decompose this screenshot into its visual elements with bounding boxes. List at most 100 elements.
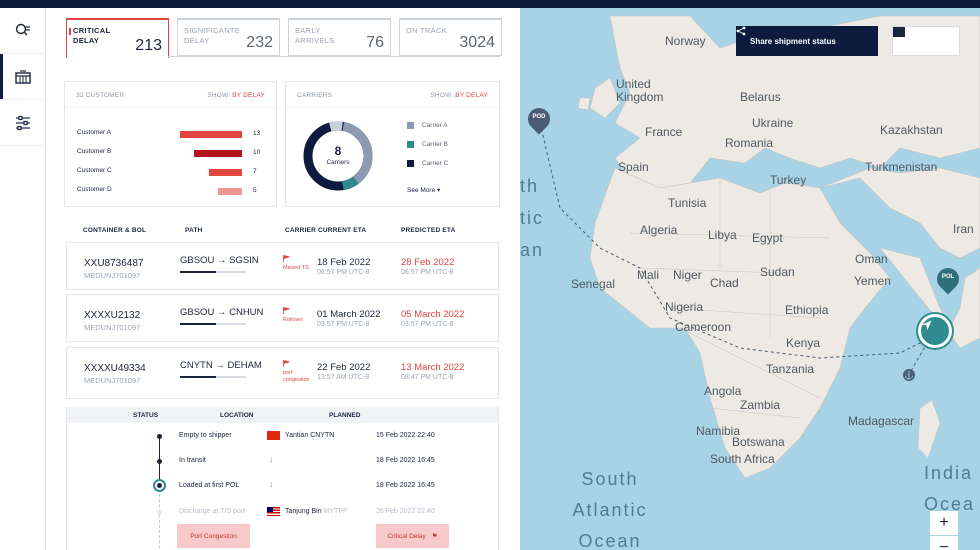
card-label: Early arrivels [295,26,335,45]
share-label: Share shipment status [750,36,836,46]
donut-label: Carriers [326,159,350,166]
summary-cards: Critical delay 213 Significante delay 23… [66,18,502,58]
carriers-box: CARRIERS SHOW: BY DELAY 8 Carriers See M… [285,81,500,207]
delay-reason: port congestion [283,370,310,383]
sort-label: SHOW: [207,92,231,99]
timeline-dot [157,510,162,515]
path-from: GBSOU [180,255,215,266]
legend-swatch [407,141,414,148]
customer-bar[interactable] [218,188,242,195]
see-more-link[interactable]: See More ▾ [407,187,441,194]
nav-search-list[interactable] [0,8,45,54]
step-status: In transit [179,457,206,464]
customer-bar[interactable] [180,131,242,138]
timeline-dot [157,434,162,439]
share-icon [736,26,746,36]
map-label-country: South Africa [710,452,775,466]
zoom-out-button[interactable]: − [930,536,958,550]
map-label-country: Angola [704,384,742,398]
tag-label: Port Congestion [190,532,237,540]
carriers-donut[interactable] [300,118,376,194]
customers-box: 32 CUSTOMER SHOW: BY DELAY Customer A 13 C… [64,81,277,207]
delay-reason: Missed TS [283,265,309,271]
eta-date: 22 Feb 2022 [317,362,371,373]
step-status: Discharge at T/S port [179,508,246,515]
carrier-legend-item: Carrier B [407,141,448,148]
customer-bar[interactable] [194,150,242,157]
card-value: 3024 [459,34,495,51]
container-id: XXU8736487 [84,258,144,269]
table-row[interactable]: XXXXU49334 MEDUNJ701097 CNYTN → DEHAM port … [66,347,499,399]
detail-col-planned: PLANNED [329,412,361,419]
step-location: Tanjung Bin MYTPP [285,508,348,515]
sort-label: SHOW: [430,92,454,99]
step-planned: 18 Feb 2022 16:45 [376,457,435,464]
card-early-arrivals[interactable]: Early arrivels 76 [288,18,391,56]
carriers-sort[interactable]: SHOW: BY DELAY [430,92,488,99]
arrow-right-icon: → [216,255,227,266]
legend-swatch [407,160,414,167]
map-label-country: Norway [665,34,706,48]
card-accent [69,28,71,35]
step-planned: 26 Feb 2022 22:40 [376,508,435,515]
map-label-country: Mali [637,268,660,282]
map-label-country: Ethiopia [785,303,829,317]
vessel-position-icon[interactable] [918,314,952,348]
nav-rail [0,8,46,550]
timeline-line-future [159,489,160,550]
sort-value: BY DELAY [455,92,488,99]
map-label-country: Zambia [740,398,781,412]
layout-map-icon[interactable] [893,27,905,37]
location-name: Yantian [285,432,309,439]
arrow-right-icon: → [216,307,227,318]
table-row[interactable]: XXU8736487 MEDUNJ701097 GBSOU → SGSIN Misse… [66,242,499,290]
card-on-track[interactable]: On track 3024 [399,18,502,56]
predicted-date: 05 March 2022 [401,309,465,320]
map-label-country: Belarus [740,90,781,104]
cn-flag-icon [267,431,280,440]
map-label-country: Spain [618,160,649,174]
zoom-in-button[interactable]: + [930,511,958,535]
legend-label: Carrier B [422,141,449,148]
step-planned: 18 Feb 2022 16:45 [376,482,435,489]
customer-bar[interactable] [209,169,242,176]
sort-value: BY DELAY [232,92,265,99]
path-from: GBSOU [180,307,215,318]
predicted-date: 28 Feb 2022 [401,257,455,268]
navigation-arrow-icon [921,320,932,331]
arrow-down-icon: ↓ [269,454,274,464]
step-planned: 15 Feb 2022 22:40 [376,432,435,439]
cards-underline [168,56,500,57]
col-predicted-eta: PREDICTED ETA [401,227,456,234]
step-status: Empty to shipper [179,432,232,439]
customers-sort[interactable]: SHOW: BY DELAY [207,92,265,99]
flag-icon [283,307,290,314]
map-label-country: Iran [953,222,974,236]
share-shipment-button[interactable]: Share shipment status [736,26,878,56]
legend-label: Carrier A [422,122,448,129]
flag-icon [283,255,290,262]
map[interactable]: Norway United Kingdom France Spain Belar… [520,8,980,550]
table-row[interactable]: XXXXU2132 MEDUNJ701097 GBSOU → CNHUN Rollov… [66,294,499,342]
port-congestion-tag: Port Congestion [177,524,250,548]
delay-reason: Rollover [283,317,304,323]
map-land [539,15,980,479]
nav-filters[interactable] [0,100,45,146]
carriers-title: CARRIERS [297,92,333,99]
map-label-country: Sudan [760,265,795,279]
card-critical-delay[interactable]: Critical delay 213 [66,18,169,58]
path: GBSOU → SGSIN [180,255,259,266]
path-progress [180,323,246,325]
customer-name: Customer A [77,129,111,136]
customer-name: Customer D [77,186,112,193]
path-progress [180,271,246,273]
card-significant-delay[interactable]: Significante delay 232 [177,18,280,56]
nav-shipments[interactable] [0,54,45,100]
path-progress-fill [180,271,217,273]
legend-label: Carrier C [422,160,449,167]
path-to: CNHUN [229,307,264,318]
map-label-country: Algeria [640,223,678,237]
location-code: CNYTN [310,432,335,439]
path-to: DEHAM [227,360,262,371]
customers-title: 32 CUSTOMER [76,92,125,99]
